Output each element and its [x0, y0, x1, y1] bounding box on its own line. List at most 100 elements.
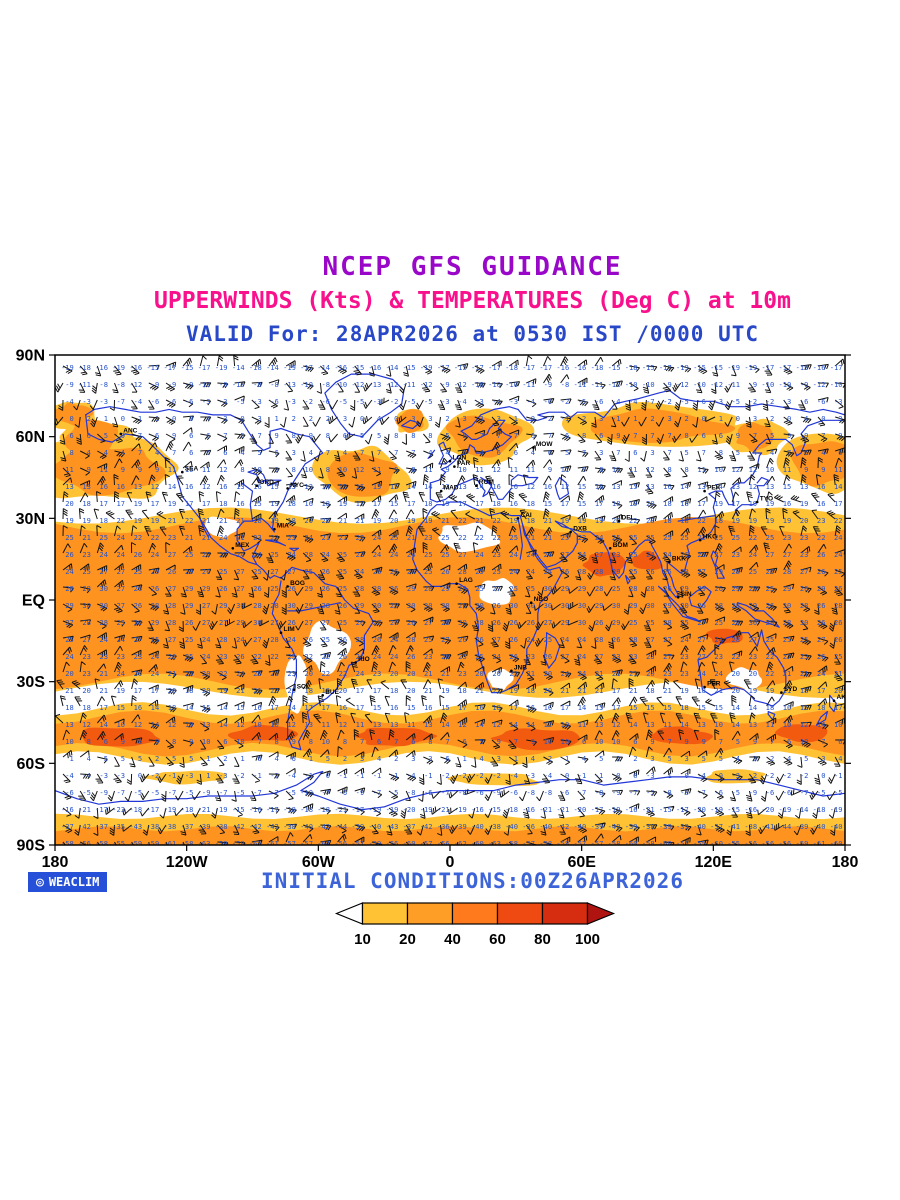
temperature-row: -9 -11 -8 -8 -12 -9 -9 -9 -13 -9 -10 -8 … [61, 380, 847, 389]
temperature-row: -58 -56 -58 -55 -59 -59 -61 -58 -63 -59 … [61, 839, 847, 848]
city-dot [439, 489, 443, 493]
city-dot [455, 582, 458, 585]
color-scale: 10 20 40 60 80 100 [334, 902, 616, 948]
lat-label: 90S [17, 838, 46, 855]
colorbar-segment [406, 902, 454, 925]
temperature-values: -19 -18 -16 -19 -16 -15 -17 -15 -17 -19 … [61, 363, 847, 848]
colorbar-left-arrow [334, 902, 364, 925]
colorbar-tick-label: 60 [489, 931, 506, 948]
lon-label: 60W [302, 854, 336, 871]
city-code: LAG [459, 577, 473, 584]
temperature-row: 13 13 16 16 13 12 14 16 12 16 13 16 15 1… [61, 482, 847, 491]
page-title: NCEP GFS GUIDANCE [322, 252, 623, 282]
lat-label: 30S [17, 674, 46, 691]
city-dot [119, 432, 123, 436]
city-code: LIM [284, 626, 295, 633]
city-dot [321, 694, 325, 697]
temperature-row: 21 20 21 19 17 17 20 18 20 19 21 21 20 2… [61, 686, 847, 695]
temperature-row: 25 21 25 24 22 22 23 21 21 24 21 23 23 2… [61, 533, 847, 542]
colorbar-segment [496, 902, 544, 925]
city-code: PER [707, 681, 721, 688]
city-code: BUE [325, 689, 339, 696]
temperature-row: 24 25 27 27 25 29 26 29 26 25 27 25 27 2… [61, 567, 847, 576]
city-code: SEA [185, 466, 199, 473]
city-dot [780, 691, 783, 694]
lat-label: 60S [17, 756, 46, 773]
weaclim-logo-text: WEACLIM [48, 875, 100, 889]
city-dot [532, 446, 535, 449]
colorbar-tick-label: 100 [575, 931, 600, 948]
colorbar-tick-label: 20 [399, 931, 416, 948]
city-code: LON [453, 455, 467, 462]
temperature-row: 29 30 30 27 26 28 28 29 27 29 30 28 28 3… [61, 601, 847, 610]
city-dot [668, 560, 671, 564]
temperature-row: 6 6 5 9 7 6 9 6 6 7 5 7 9 8 9 8 6 5 5 8 … [61, 431, 847, 440]
temperature-row: -37 -42 -37 -35 -43 -38 -38 -37 -39 -38 … [61, 822, 847, 831]
weaclim-logo-icon: ◎ [36, 874, 44, 890]
city-code: ANC [123, 427, 137, 434]
city-code: MIA [277, 523, 289, 530]
city-code: DEL [622, 515, 635, 522]
city-code: MEX [235, 542, 250, 549]
city-dot [510, 669, 513, 673]
temperature-row: -19 -18 -16 -19 -16 -15 -17 -15 -17 -19 … [61, 363, 847, 372]
city-dot [453, 465, 456, 468]
city-dot [529, 601, 533, 604]
colorbar-tick-label: 40 [444, 931, 461, 948]
temperature-row: 19 19 18 22 19 19 21 22 21 21 21 18 19 1… [61, 516, 847, 525]
weaclim-logo-badge[interactable]: ◎ WEACLIM [28, 872, 108, 892]
city-dot [703, 489, 706, 493]
lon-label: 0 [446, 854, 455, 871]
city-code: CAI [521, 512, 532, 519]
city-code: SIN [681, 591, 692, 598]
city-dot [273, 527, 276, 531]
temperature-row: -4 -3 -3 -7 -4 -6 -6 -6 -3 -3 -5 -3 -6 -… [61, 397, 847, 406]
city-dot [617, 519, 621, 523]
city-code: BOM [613, 542, 628, 549]
page-subtitle: UPPERWINDS (Kts) & TEMPERATURES (Deg C) … [154, 288, 791, 314]
city-dot [698, 538, 702, 542]
city-code: NBO [534, 596, 548, 603]
temperature-row: 28 28 30 27 26 26 27 29 29 26 27 26 25 2… [61, 584, 847, 593]
temperature-row: 25 27 24 24 27 25 27 25 24 28 24 27 28 2… [61, 635, 847, 644]
lat-label: 60N [16, 429, 45, 446]
temperature-row: 1 4 5 5 5 2 5 5 1 2 1 6 4 6 1 5 2 3 4 2 … [61, 754, 847, 763]
initial-conditions: INITIAL CONDITIONS:00Z26APR2026 [261, 869, 684, 893]
city-code: ORD [259, 479, 274, 486]
city-code: DXB [573, 525, 587, 532]
city-code: ROM [479, 479, 494, 486]
colorbar-tick-label: 80 [534, 931, 551, 948]
temperature-row: 13 12 14 10 12 14 12 10 13 14 12 10 10 1… [61, 720, 847, 729]
city-dot [279, 631, 283, 634]
temperature-row: 20 23 21 24 20 24 21 23 20 22 24 20 22 2… [61, 669, 847, 678]
city-dot [569, 530, 572, 534]
temperature-row: 8 4 4 4 7 4 7 6 6 6 4 5 6 3 4 7 4 7 7 7 … [61, 448, 847, 457]
city-code: MOW [536, 441, 553, 448]
city-code: AKL [837, 694, 850, 701]
temperature-row: 11 9 11 9 9 9 11 10 11 12 8 10 9 8 10 8 … [61, 465, 847, 474]
city-dot [181, 470, 184, 474]
temperature-row: 10 8 6 9 8 9 8 9 10 6 10 7 8 9 8 10 8 7 … [61, 737, 847, 746]
city-dot [832, 699, 836, 702]
city-code: RIO [358, 656, 370, 663]
temperature-row: 20 18 17 17 19 17 19 17 17 18 16 15 19 1… [61, 499, 847, 508]
lon-label: 180 [832, 854, 859, 871]
temperature-row: 27 28 28 25 30 29 28 26 27 27 29 30 27 2… [61, 618, 847, 627]
city-dot [292, 688, 296, 692]
city-dot [703, 685, 706, 689]
valid-time: VALID For: 28APR2026 at 0530 IST /0000 U… [185, 322, 759, 346]
city-dot [448, 459, 452, 463]
temperature-row: 24 23 23 23 23 24 26 25 24 23 26 22 22 2… [61, 652, 847, 661]
temperature-row: -16 -21 -17 -23 -18 -17 -19 -18 -21 -19 … [61, 805, 847, 814]
city-dot [608, 547, 612, 550]
lat-label: 90N [16, 348, 45, 365]
lon-label: 120W [166, 854, 209, 871]
colorbar-tick-label: 10 [354, 931, 371, 948]
lon-label: 180 [42, 854, 69, 871]
colorbar-segment [451, 902, 499, 925]
city-code: BOG [290, 580, 305, 587]
temperature-row: -4 -4 -3 -3 0 -2 -1 -3 1 -3 -2 -1 -2 -4 … [61, 771, 847, 780]
